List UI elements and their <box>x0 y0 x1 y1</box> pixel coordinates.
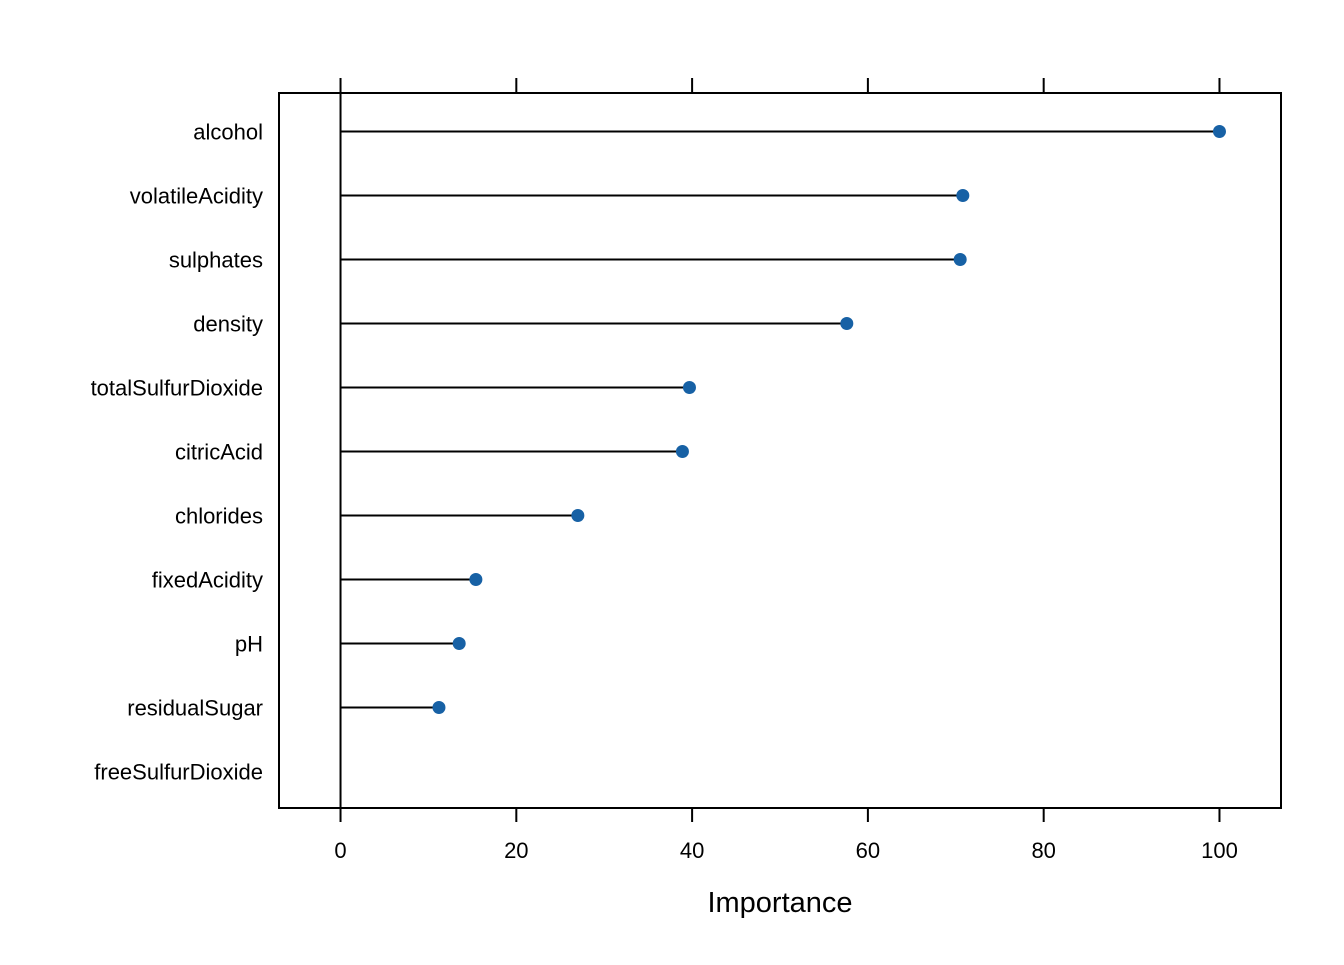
importance-points <box>432 125 1226 714</box>
importance-point <box>675 445 689 458</box>
importance-point <box>956 189 970 202</box>
x-tick-label: 40 <box>680 838 704 863</box>
importance-point <box>469 573 483 586</box>
x-axis-bottom: 0 20 40 60 80 100 <box>334 808 1238 863</box>
x-axis-title: Importance <box>707 887 852 919</box>
variable-label: chlorides <box>175 504 263 529</box>
variable-label: citricAcid <box>175 440 263 465</box>
importance-point <box>682 381 696 394</box>
variable-label: volatileAcidity <box>130 184 263 209</box>
variable-label: density <box>193 312 263 337</box>
variable-label: fixedAcidity <box>152 568 263 593</box>
x-tick-label: 80 <box>1031 838 1055 863</box>
x-axis-top <box>339 78 1221 93</box>
variable-labels: alcohol volatileAcidity sulphates density to… <box>91 120 263 785</box>
importance-point <box>1212 125 1226 138</box>
x-tick-label: 60 <box>856 838 880 863</box>
importance-point <box>840 317 854 330</box>
variable-label: residualSugar <box>127 696 263 721</box>
variable-label: sulphates <box>169 248 263 273</box>
importance-point <box>452 637 466 650</box>
plot-frame <box>278 92 1282 809</box>
x-tick-label: 20 <box>504 838 528 863</box>
importance-point <box>432 701 446 714</box>
variable-label: totalSulfurDioxide <box>91 376 263 401</box>
variable-label: alcohol <box>193 120 263 145</box>
x-tick-label: 100 <box>1201 838 1238 863</box>
variable-label: pH <box>235 632 263 657</box>
x-tick-label: 0 <box>334 838 346 863</box>
variable-label: freeSulfurDioxide <box>94 760 263 785</box>
importance-point <box>571 509 585 522</box>
importance-point <box>953 253 967 266</box>
importance-stems <box>340 130 1220 709</box>
